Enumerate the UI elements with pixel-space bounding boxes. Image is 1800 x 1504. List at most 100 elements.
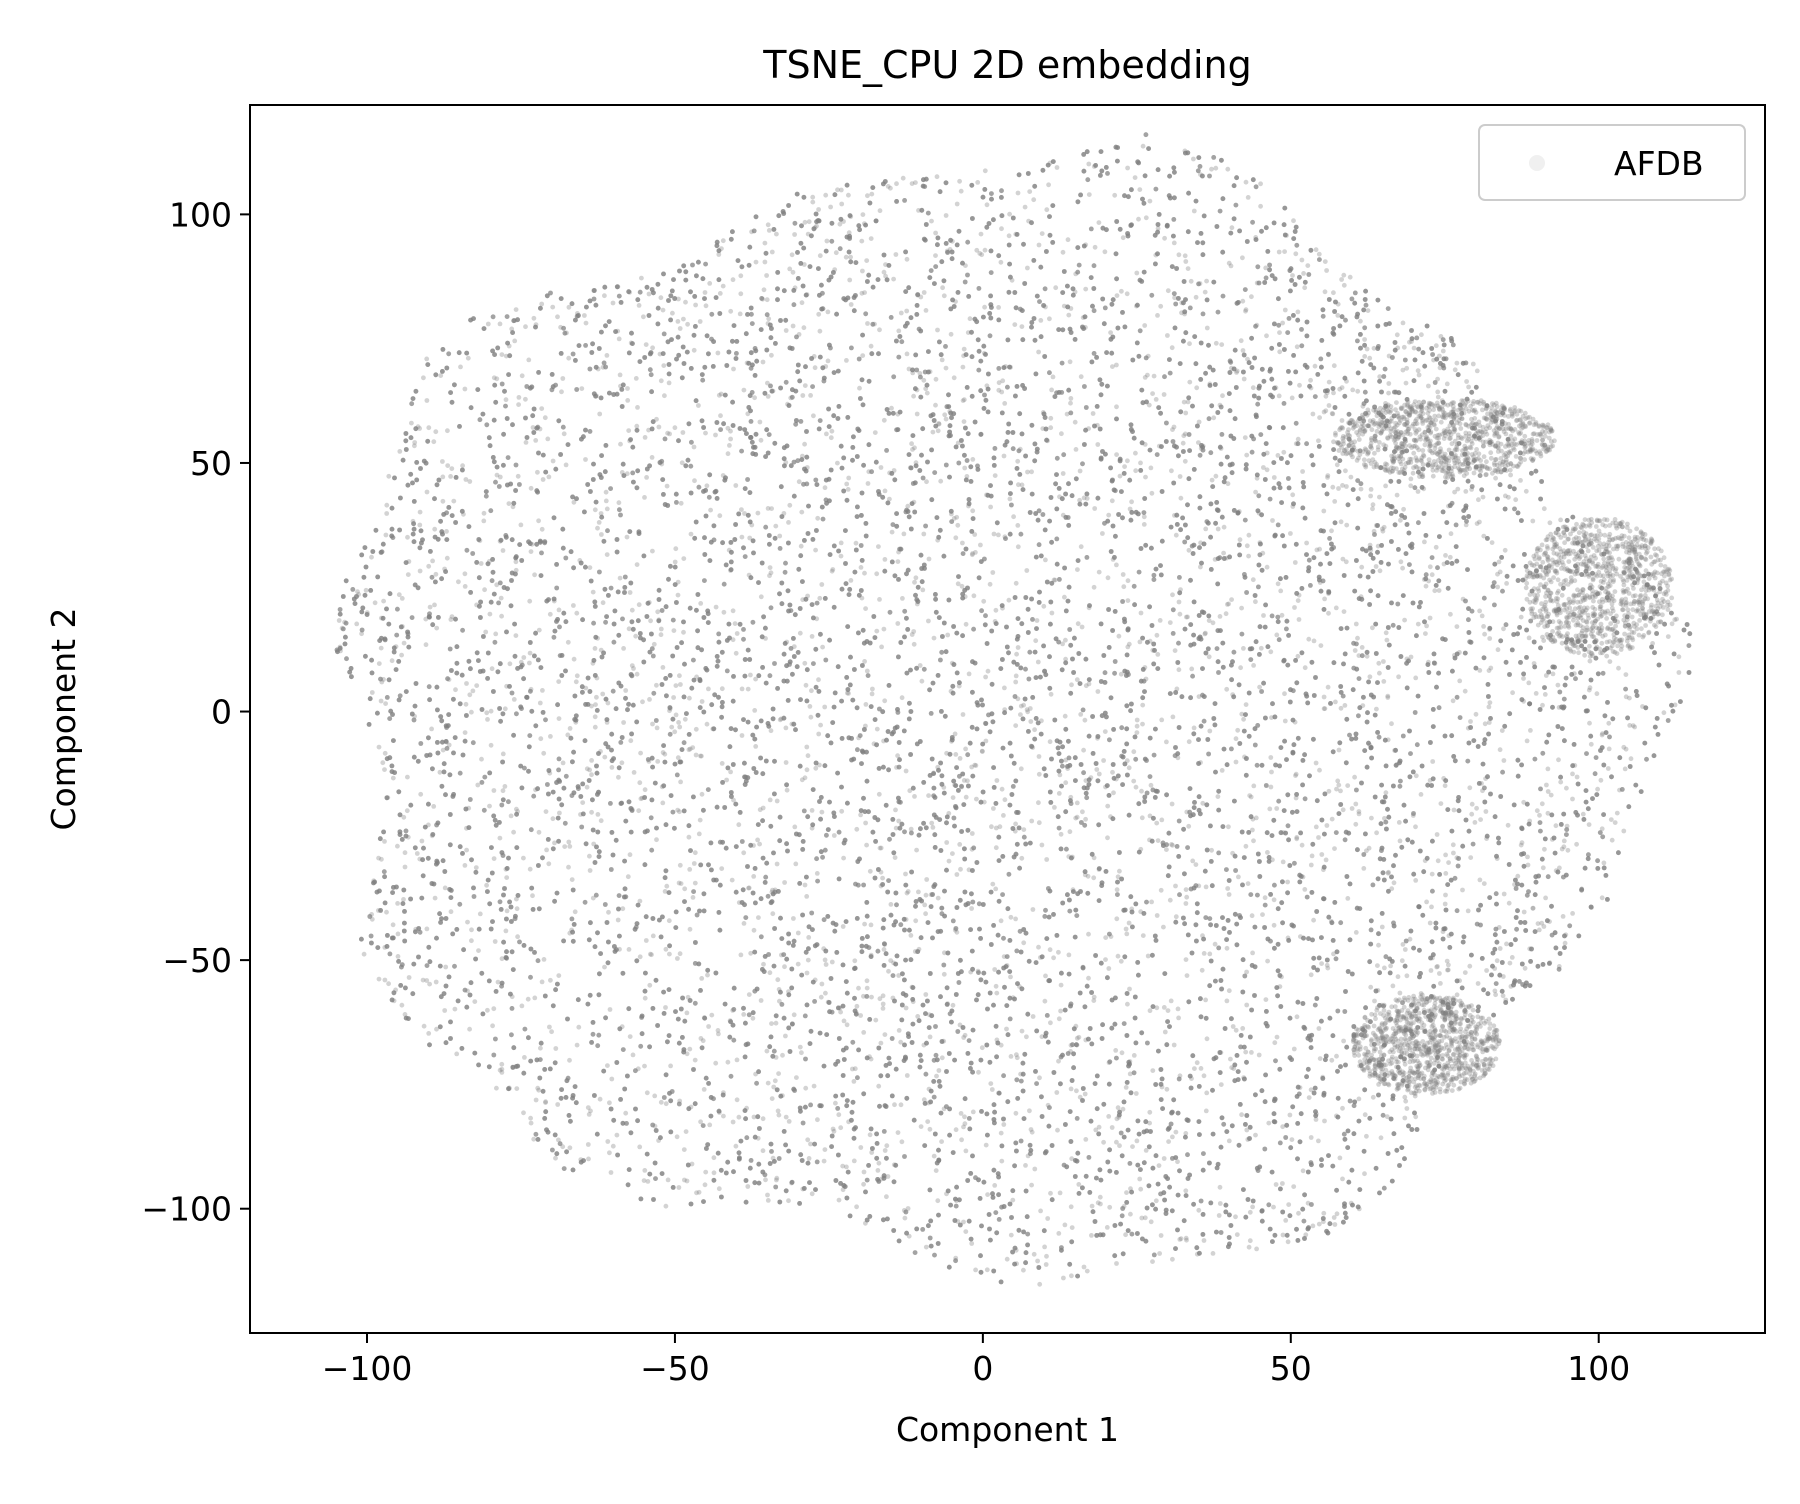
scatter-point bbox=[1125, 1001, 1130, 1007]
scatter-point bbox=[1623, 694, 1629, 700]
scatter-point bbox=[1233, 736, 1239, 742]
scatter-point bbox=[955, 440, 961, 446]
scatter-point bbox=[336, 618, 342, 623]
scatter-point bbox=[488, 742, 494, 748]
scatter-point bbox=[1271, 897, 1277, 903]
scatter-point bbox=[1331, 1215, 1337, 1220]
scatter-point bbox=[1131, 778, 1137, 784]
scatter-point bbox=[400, 624, 405, 629]
scatter-point bbox=[1002, 685, 1007, 691]
scatter-point bbox=[922, 902, 928, 908]
scatter-point bbox=[1021, 702, 1026, 708]
scatter-point bbox=[1437, 406, 1442, 412]
scatter-point bbox=[1243, 1049, 1249, 1055]
scatter-point bbox=[402, 850, 408, 856]
scatter-point bbox=[1402, 947, 1408, 952]
scatter-point bbox=[1155, 313, 1160, 318]
scatter-point bbox=[1547, 919, 1552, 924]
scatter-point bbox=[1387, 469, 1393, 475]
scatter-point bbox=[1235, 727, 1241, 733]
scatter-point bbox=[860, 353, 866, 358]
scatter-point bbox=[560, 760, 566, 766]
scatter-point bbox=[777, 533, 783, 539]
scatter-point bbox=[809, 688, 814, 694]
scatter-point bbox=[1275, 453, 1281, 458]
scatter-point bbox=[751, 927, 757, 933]
scatter-point bbox=[836, 1197, 842, 1203]
scatter-point bbox=[397, 449, 403, 454]
scatter-point bbox=[896, 1028, 902, 1033]
scatter-point bbox=[1204, 278, 1209, 284]
scatter-point bbox=[583, 685, 589, 691]
scatter-point bbox=[639, 795, 645, 801]
scatter-point bbox=[592, 714, 598, 720]
scatter-point bbox=[1302, 285, 1308, 291]
scatter-point bbox=[668, 1063, 673, 1069]
scatter-point bbox=[1317, 415, 1322, 420]
scatter-point bbox=[675, 956, 680, 961]
scatter-point bbox=[838, 1125, 844, 1131]
scatter-point bbox=[1383, 630, 1389, 636]
scatter-point bbox=[664, 483, 670, 489]
scatter-point bbox=[757, 807, 763, 813]
scatter-point bbox=[1282, 691, 1287, 697]
scatter-point bbox=[1042, 998, 1048, 1004]
scatter-point bbox=[913, 180, 918, 186]
scatter-point bbox=[1155, 652, 1161, 657]
scatter-point bbox=[720, 238, 726, 244]
scatter-point bbox=[880, 875, 885, 881]
scatter-point bbox=[888, 958, 894, 963]
scatter-point bbox=[1068, 1049, 1073, 1054]
scatter-point bbox=[531, 315, 537, 321]
scatter-point bbox=[572, 909, 578, 915]
scatter-point bbox=[1140, 702, 1146, 708]
scatter-point bbox=[1002, 797, 1008, 803]
scatter-point bbox=[721, 609, 727, 615]
scatter-point bbox=[1241, 376, 1247, 382]
scatter-point bbox=[526, 357, 532, 363]
scatter-point bbox=[774, 231, 779, 237]
scatter-point bbox=[1598, 777, 1604, 783]
scatter-point bbox=[1162, 235, 1167, 241]
scatter-point bbox=[1397, 838, 1403, 844]
scatter-point bbox=[914, 847, 919, 853]
scatter-point bbox=[1339, 418, 1345, 423]
scatter-point bbox=[1142, 323, 1148, 328]
scatter-point bbox=[1277, 330, 1282, 335]
scatter-point bbox=[445, 428, 450, 434]
scatter-point bbox=[1408, 654, 1414, 660]
scatter-point bbox=[999, 226, 1004, 232]
scatter-point bbox=[493, 631, 499, 637]
scatter-point bbox=[594, 393, 599, 399]
scatter-point bbox=[580, 800, 586, 805]
scatter-point bbox=[963, 1229, 969, 1234]
scatter-point bbox=[1242, 435, 1248, 440]
scatter-point bbox=[935, 1198, 941, 1204]
scatter-point bbox=[1548, 792, 1554, 798]
scatter-point bbox=[660, 665, 666, 670]
scatter-point bbox=[1058, 982, 1064, 988]
scatter-point bbox=[1407, 936, 1413, 942]
scatter-point bbox=[444, 739, 449, 745]
scatter-point bbox=[393, 644, 399, 649]
scatter-point bbox=[1264, 333, 1269, 339]
scatter-point bbox=[933, 230, 938, 236]
scatter-point bbox=[379, 679, 385, 685]
scatter-point bbox=[730, 1008, 736, 1013]
scatter-point bbox=[738, 291, 744, 297]
scatter-point bbox=[556, 607, 562, 613]
scatter-point bbox=[733, 1143, 739, 1149]
scatter-point bbox=[479, 756, 484, 762]
scatter-point bbox=[773, 1020, 779, 1026]
scatter-point bbox=[1402, 1115, 1408, 1121]
scatter-point bbox=[953, 535, 959, 541]
scatter-point bbox=[1095, 1200, 1101, 1206]
scatter-point bbox=[1126, 641, 1132, 647]
scatter-point bbox=[1245, 195, 1251, 200]
scatter-point bbox=[626, 428, 632, 433]
scatter-point bbox=[430, 558, 435, 564]
scatter-point bbox=[934, 1073, 939, 1079]
scatter-point bbox=[1404, 1106, 1410, 1111]
scatter-point bbox=[1181, 399, 1187, 405]
scatter-point bbox=[853, 540, 859, 546]
